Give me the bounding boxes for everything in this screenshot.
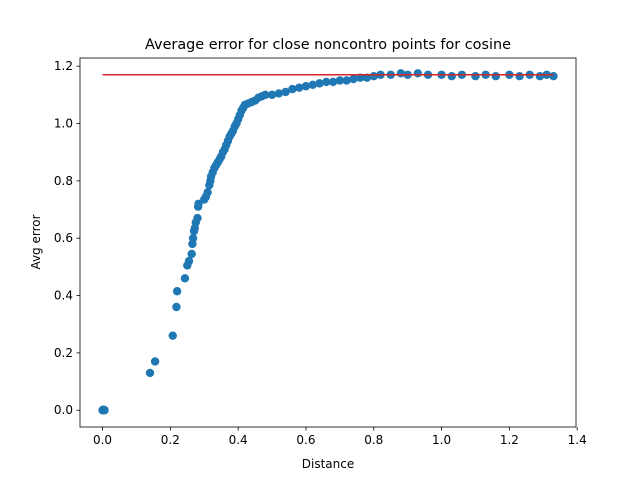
x-tick-label: 0.8: [364, 433, 383, 447]
data-point: [328, 77, 338, 87]
x-tick-label: 0.2: [161, 433, 180, 447]
data-point: [413, 69, 423, 78]
y-axis-label: Avg error: [29, 214, 43, 269]
data-point: [193, 213, 202, 223]
data-point: [267, 90, 277, 100]
data-point: [188, 233, 198, 243]
y-tick-label: 0.6: [54, 231, 73, 245]
data-point: [471, 72, 480, 81]
data-point: [203, 188, 212, 197]
y-tick-label: 1.2: [54, 59, 73, 73]
data-point: [194, 199, 203, 208]
y-tick-label: 0.2: [54, 346, 73, 360]
data-point: [447, 72, 456, 81]
x-tick-label: 0.0: [93, 433, 112, 447]
y-tick-label: 0.8: [54, 174, 73, 188]
data-point: [315, 79, 324, 88]
data-point: [515, 72, 524, 81]
axes-frame: [79, 57, 577, 428]
data-point: [549, 72, 558, 81]
data-point: [172, 302, 181, 312]
data-point: [294, 83, 304, 92]
data-point: [150, 357, 160, 366]
x-tick-label: 1.2: [500, 433, 519, 447]
data-point: [184, 256, 194, 266]
data-point: [180, 274, 190, 283]
x-tick-label: 0.6: [296, 433, 315, 447]
data-point: [491, 72, 501, 81]
data-point: [100, 405, 109, 415]
data-point: [335, 76, 345, 85]
data-point: [356, 73, 365, 82]
data-point: [349, 74, 358, 84]
data-point: [261, 90, 270, 100]
data-point: [308, 80, 317, 90]
x-axis-label: Distance: [302, 457, 354, 471]
data-point: [172, 287, 182, 296]
x-tick-label: 1.4: [568, 433, 587, 447]
plot-area: 0.0 0.2 0.4 0.6 0.8 1.0 1.2 1.4 0.0 0.2 0.4 0.6 0.8 1…: [54, 57, 587, 447]
data-point: [281, 87, 290, 97]
data-point: [145, 368, 155, 378]
data-point: [322, 77, 331, 87]
x-tick-label: 1.0: [432, 433, 451, 447]
data-point: [187, 249, 196, 259]
y-tick-label: 0.4: [54, 289, 73, 303]
x-tick-label: 0.4: [229, 433, 248, 447]
chart-title: Average error for close noncontro points…: [145, 37, 511, 53]
data-point: [274, 89, 284, 98]
data-point: [301, 82, 311, 91]
y-tick-label: 1.0: [54, 117, 73, 131]
y-tick-label: 0.0: [54, 403, 73, 417]
data-point: [288, 84, 297, 94]
data-point: [168, 331, 177, 340]
data-point: [342, 76, 351, 85]
data-point: [362, 73, 372, 82]
